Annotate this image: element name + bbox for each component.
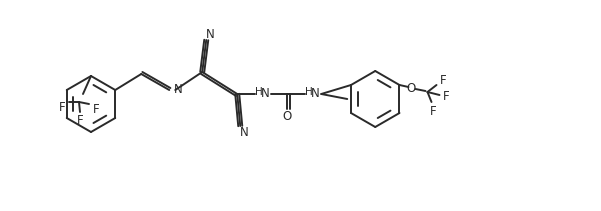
Text: F: F	[77, 114, 84, 127]
Text: O: O	[282, 110, 292, 123]
Text: F: F	[59, 100, 66, 114]
Text: N: N	[311, 87, 320, 100]
Text: N: N	[261, 87, 270, 100]
Text: O: O	[407, 81, 416, 95]
Text: F: F	[440, 74, 447, 88]
Text: N: N	[206, 27, 215, 41]
Text: F: F	[430, 104, 437, 118]
Text: N: N	[174, 83, 183, 96]
Text: H: H	[255, 87, 263, 97]
Text: F: F	[93, 103, 99, 115]
Text: H: H	[305, 87, 313, 97]
Text: F: F	[443, 89, 450, 103]
Text: N: N	[240, 126, 249, 138]
